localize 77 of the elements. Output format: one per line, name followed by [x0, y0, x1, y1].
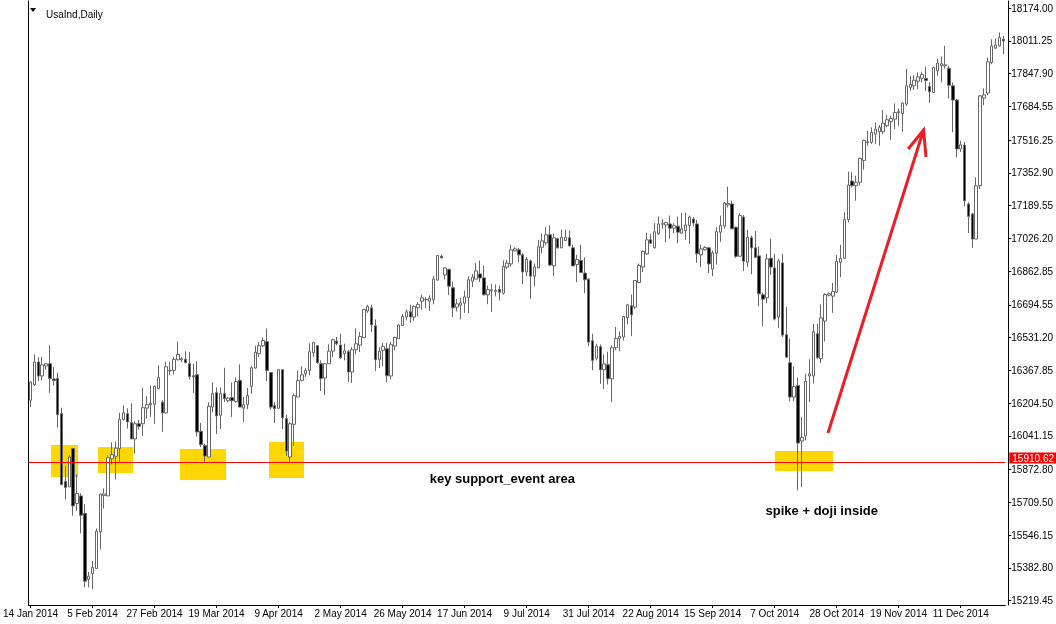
- candlestick: [281, 368, 284, 430]
- x-tick-label: 27 Feb 2014: [126, 607, 184, 619]
- candlestick: [308, 342, 311, 376]
- y-tick-label: 17189.55: [1011, 200, 1054, 212]
- candlestick: [40, 356, 44, 381]
- candlestick: [668, 215, 672, 240]
- y-tick-label: 17352.90: [1011, 167, 1054, 179]
- y-tick-label: 15546.15: [1011, 529, 1054, 541]
- y-tick-label: 16531.20: [1011, 332, 1054, 344]
- candlestick: [916, 72, 920, 90]
- y-tick-label: 17516.25: [1011, 134, 1054, 146]
- candlestick: [529, 258, 532, 300]
- candlestick: [37, 356, 40, 382]
- annotation: key support_event area: [429, 470, 576, 486]
- candlestick: [676, 216, 680, 244]
- candlestick: [688, 215, 691, 245]
- y-tick-label: 16204.50: [1011, 397, 1054, 409]
- x-tick-label: 17 Jun 2014: [437, 607, 493, 619]
- x-tick-label: 5 Feb 2014: [67, 607, 119, 619]
- x-tick-label: 11 Dec 2014: [932, 607, 990, 619]
- candlestick: [874, 122, 877, 145]
- x-tick-label: 19 Mar 2014: [188, 607, 246, 619]
- x-tick-label: 9 Apr 2014: [254, 607, 304, 619]
- y-tick-label: 17847.90: [1011, 68, 1054, 80]
- candlestick: [467, 275, 470, 314]
- x-tick-label: 9 Jul 2014: [503, 607, 551, 619]
- candlestick: [560, 229, 563, 249]
- y-tick-label: 16041.15: [1011, 430, 1054, 442]
- y-tick-label: 18011.25: [1011, 35, 1053, 47]
- candlestick: [265, 327, 269, 382]
- x-tick-label: 15 Sep 2014: [684, 607, 742, 619]
- candlestick: [490, 283, 493, 313]
- x-tick-label: 7 Oct 2014: [750, 607, 800, 619]
- x-tick-label: 14 Jan 2014: [2, 607, 59, 619]
- x-tick-label: 2 May 2014: [314, 607, 368, 619]
- candlestick: [141, 387, 145, 437]
- candlestick: [912, 74, 916, 91]
- x-tick-label: 26 May 2014: [373, 607, 432, 619]
- y-tick-label: 17684.55: [1011, 100, 1054, 112]
- y-tick-label: 16367.85: [1011, 364, 1054, 376]
- candlestick: [509, 244, 513, 267]
- candlestick: [684, 212, 687, 241]
- candlestick: [184, 350, 187, 364]
- candlestick: [412, 304, 416, 322]
- candlestick: [339, 333, 342, 360]
- x-tick-label: 28 Oct 2014: [809, 607, 865, 619]
- candlestick: [963, 141, 966, 207]
- y-tick-label: 16694.55: [1011, 299, 1054, 311]
- candlestick: [215, 386, 218, 435]
- candlestick: [424, 296, 428, 309]
- candlestick: [742, 214, 745, 272]
- candlestick: [71, 447, 75, 517]
- candlestick: [502, 259, 505, 296]
- candlestick: [409, 304, 412, 324]
- y-tick-label: 15382.80: [1011, 562, 1054, 574]
- x-tick-label: 31 Jul 2014: [562, 607, 615, 619]
- y-tick-label: 15872.80: [1011, 464, 1054, 476]
- candlestick: [48, 344, 52, 394]
- candlestick: [695, 219, 699, 264]
- ref-line-label: 15910.62: [1012, 452, 1055, 464]
- candlestick: [707, 246, 711, 274]
- x-tick-label: 22 Aug 2014: [622, 607, 680, 619]
- y-tick-label: 16862.85: [1011, 265, 1054, 277]
- candlestick: [599, 344, 602, 385]
- x-tick-label: 19 Nov 2014: [870, 607, 928, 619]
- annotation: spike + doji inside: [765, 502, 878, 518]
- candlestick: [385, 342, 389, 383]
- candlestick: [521, 252, 524, 285]
- y-tick-label: 15219.45: [1011, 595, 1054, 607]
- text: UsaInd,Daily: [46, 8, 103, 20]
- candlestick: [230, 382, 234, 418]
- candlestick: [924, 66, 928, 92]
- candlestick: [1002, 35, 1005, 55]
- y-tick-label: 15709.50: [1011, 496, 1054, 508]
- y-tick-label: 18174.00: [1011, 2, 1054, 14]
- y-tick-label: 17026.20: [1011, 232, 1054, 244]
- candlestick: [870, 126, 873, 145]
